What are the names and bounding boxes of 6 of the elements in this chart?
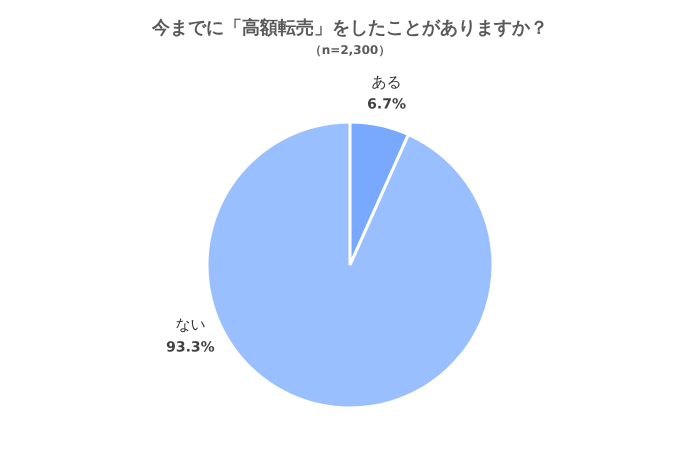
chart-subtitle: （n=2,300） bbox=[310, 42, 390, 57]
slice-label: ある bbox=[372, 72, 402, 91]
chart-title: 今までに「高額転売」をしたことがありますか？ bbox=[151, 17, 548, 38]
slice-label: ない bbox=[175, 316, 206, 334]
data-label: 93.3% bbox=[166, 339, 215, 356]
data-label: 6.7% bbox=[367, 96, 406, 113]
